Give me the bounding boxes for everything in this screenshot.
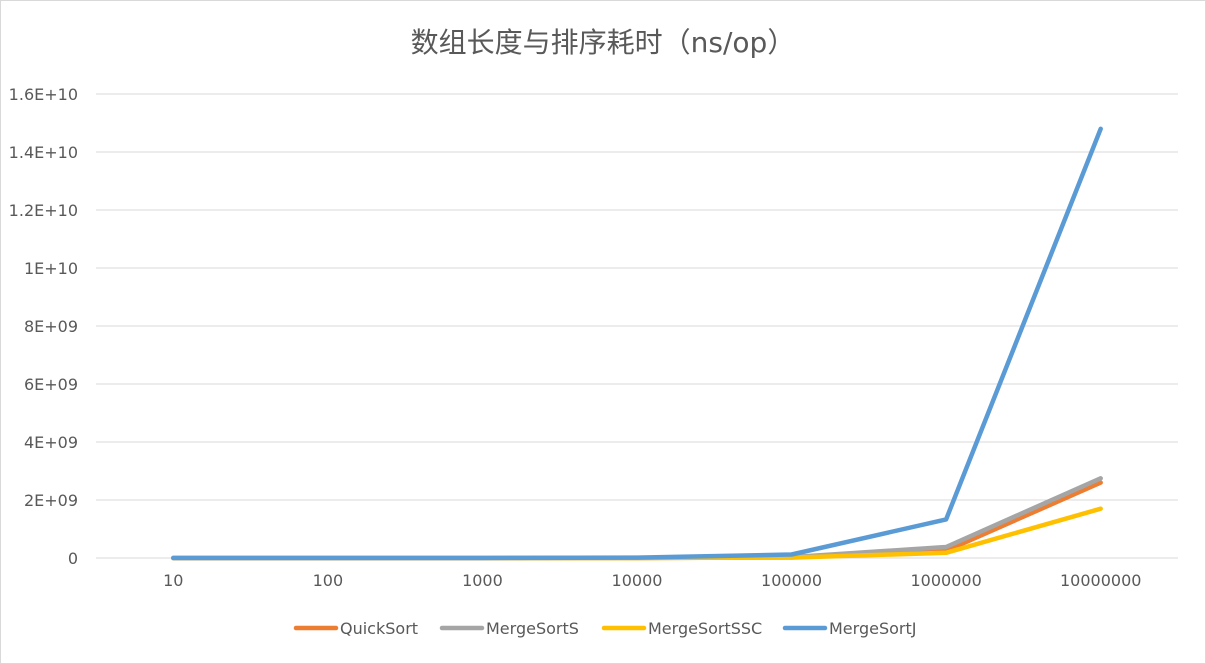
y-axis-ticks: 0 2E+09 4E+09 6E+09 8E+09 1E+10 1.2E+10 1.4E+10… — [9, 85, 78, 568]
series-lines — [171, 126, 1103, 561]
y-tick-label: 1E+10 — [24, 259, 78, 278]
y-tick-label: 1.6E+10 — [9, 85, 78, 104]
x-tick-label: 10000000 — [1060, 571, 1141, 590]
x-tick-label: 1000 — [462, 571, 503, 590]
x-tick-label: 100 — [313, 571, 344, 590]
y-tick-label: 2E+09 — [24, 491, 78, 510]
legend: QuickSort MergeSortS MergeSortSSC MergeSort… — [293, 619, 916, 638]
legend-label: MergeSortS — [486, 619, 579, 638]
gridlines — [96, 93, 1178, 559]
x-tick-label: 10 — [163, 571, 183, 590]
series-line-mergesortssc — [171, 506, 1103, 561]
y-tick-label: 1.4E+10 — [9, 143, 78, 162]
y-tick-label: 0 — [68, 549, 78, 568]
chart-title: 数组长度与排序耗时（ns/op） — [411, 26, 796, 59]
x-tick-label: 1000000 — [911, 571, 982, 590]
legend-label: MergeSortJ — [829, 619, 916, 638]
legend-label: QuickSort — [340, 619, 418, 638]
x-tick-label: 100000 — [761, 571, 822, 590]
series-line-mergesortj — [171, 126, 1103, 561]
y-tick-label: 6E+09 — [24, 375, 78, 394]
y-tick-label: 4E+09 — [24, 433, 78, 452]
y-tick-label: 1.2E+10 — [9, 201, 78, 220]
y-tick-label: 8E+09 — [24, 317, 78, 336]
x-axis-ticks: 10 100 1000 10000 100000 1000000 10000000 — [163, 571, 1141, 590]
x-tick-label: 10000 — [612, 571, 663, 590]
legend-label: MergeSortSSC — [648, 619, 762, 638]
